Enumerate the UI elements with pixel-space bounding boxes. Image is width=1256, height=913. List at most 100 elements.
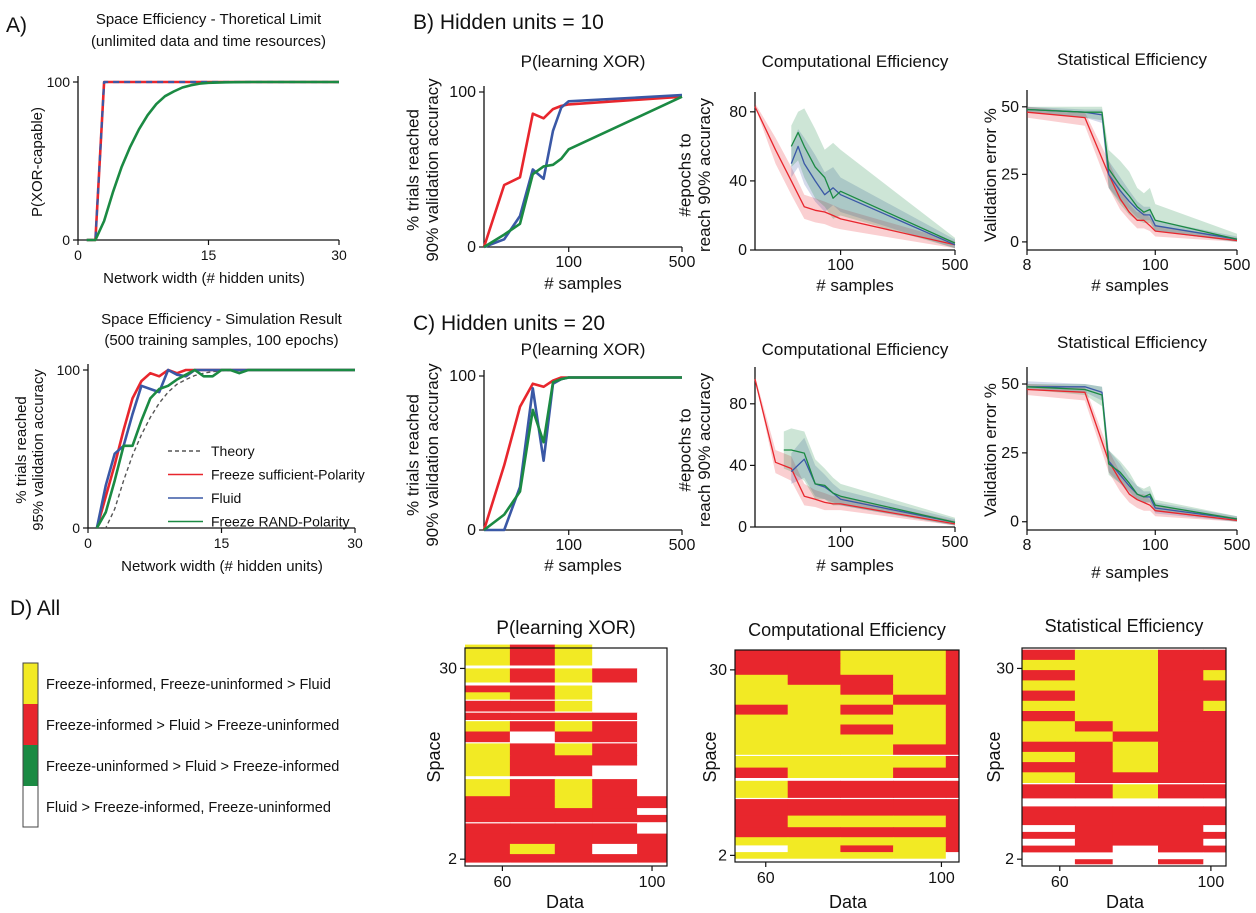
heatmap-cell-d2 — [840, 724, 894, 735]
heatmap-cell-d2 — [840, 780, 894, 798]
chart-title-a2: Space Efficiency - Simulation Result — [101, 311, 342, 328]
heatmap-cell-d2 — [893, 674, 947, 686]
series-line-c2-0 — [754, 379, 956, 525]
legend-category-label: Freeze-informed > Fluid > Freeze-uninfor… — [46, 718, 339, 734]
heatmap-cell-d2 — [787, 694, 841, 706]
heatmap-cell-d2 — [945, 756, 960, 770]
y-axis-label-line: % trials reached — [404, 394, 423, 516]
series-line-b3-0 — [1026, 111, 1238, 242]
heatmap-cell-d1 — [554, 823, 593, 835]
heatmap-cell-d3 — [1203, 784, 1227, 799]
y-tick-label: 25 — [1001, 445, 1019, 462]
heatmap-cell-d3 — [1112, 741, 1159, 753]
y-tick-label: 0 — [1010, 234, 1019, 251]
heatmap-cell-d3 — [1158, 711, 1204, 722]
panel-label-d: D) All — [10, 597, 60, 620]
ci-band-c2-0 — [755, 376, 955, 526]
heatmap-cell-d2 — [840, 756, 894, 770]
heatmap-cell-d1 — [554, 668, 593, 683]
heatmap-cell-d1 — [637, 700, 668, 712]
legend-color-block — [23, 786, 38, 827]
heatmap-cell-d2 — [840, 799, 894, 820]
heatmap-cell-d1 — [509, 685, 556, 693]
heatmap-cell-d1 — [592, 854, 638, 865]
heatmap-cell-d3 — [1022, 845, 1076, 853]
heatmap-cell-d2 — [787, 827, 841, 838]
heatmap-cell-d3 — [1074, 690, 1114, 702]
heatmap-cell-d2 — [840, 845, 894, 853]
ci-band-b2-2 — [791, 108, 955, 249]
series-line-b1-2 — [483, 95, 683, 249]
heatmap-cell-d1 — [637, 779, 668, 797]
heatmap-cell-d2 — [945, 815, 960, 830]
heatmap-cell-d3 — [1203, 825, 1227, 833]
chart-title-d2: Computational Efficiency — [748, 620, 946, 640]
legend-label: Freeze RAND-Polarity — [211, 514, 349, 530]
series-line-b3-2 — [1026, 108, 1238, 240]
y-axis-label-line: #epochs to — [676, 133, 695, 216]
heatmap-cell-d3 — [1158, 838, 1204, 847]
y-axis-label-d2: Space — [700, 731, 720, 782]
heatmap-cell-d2 — [787, 852, 841, 860]
y-tick-label: 30 — [709, 662, 727, 679]
heatmap-cell-d3 — [1112, 784, 1159, 799]
heatmap-cell-d2 — [945, 694, 960, 706]
heatmap-cell-d2 — [840, 837, 894, 848]
y-tick-label: 30 — [996, 660, 1014, 677]
heatmap-cell-d3 — [1074, 731, 1114, 743]
heatmap-cell-d2 — [735, 799, 789, 820]
y-tick-label: 40 — [729, 457, 747, 474]
x-axis-label-a1: Network width (# hidden units) — [103, 270, 305, 287]
heatmap-cell-d3 — [1022, 741, 1076, 753]
heatmap-cell-d1 — [554, 779, 593, 797]
x-tick-label: 500 — [942, 534, 969, 551]
heatmap-cell-d2 — [893, 756, 947, 770]
y-axis-label-line: Validation error % — [981, 383, 1000, 517]
x-tick-label: 100 — [639, 874, 666, 891]
heatmap-cell-d1 — [637, 743, 668, 758]
heatmap-cell-d3 — [1112, 852, 1159, 860]
y-tick-label: 0 — [467, 522, 476, 539]
heatmap-cell-d3 — [1074, 772, 1114, 783]
heatmap-cell-d2 — [735, 694, 789, 706]
heatmap-cell-d2 — [735, 744, 789, 755]
heatmap-cell-d2 — [735, 704, 789, 716]
heatmap-cell-d1 — [509, 833, 556, 845]
y-axis-label-d1: Space — [424, 731, 444, 782]
heatmap-cell-d3 — [1112, 670, 1159, 681]
heatmap-cell-d3 — [1112, 711, 1159, 722]
x-tick-label: 500 — [942, 257, 969, 274]
series-line-a1-2 — [86, 80, 339, 242]
y-tick-label: 0 — [1010, 514, 1019, 531]
heatmap-cell-d1 — [637, 721, 668, 732]
heatmap-cell-d3 — [1022, 784, 1076, 799]
heatmap-cell-d3 — [1022, 751, 1076, 763]
heatmap-cell-d2 — [735, 663, 789, 678]
heatmap-cell-d1 — [592, 712, 638, 720]
heatmap-cell-d1 — [592, 779, 638, 797]
heatmap-cell-d3 — [1022, 680, 1076, 692]
heatmap-cell-d1 — [592, 765, 638, 777]
heatmap-cell-d3 — [1203, 649, 1227, 661]
x-tick-label: 500 — [1224, 537, 1251, 554]
legend-color-block — [23, 704, 38, 745]
series-line-b3-1 — [1026, 108, 1238, 240]
heatmap-cell-d2 — [893, 837, 947, 848]
series-line-c2-2 — [783, 449, 956, 524]
heatmap-cell-d3 — [1203, 838, 1227, 847]
heatmap-cell-d1 — [592, 731, 638, 743]
heatmap-cell-d3 — [1112, 762, 1159, 773]
heatmap-cell-d1 — [465, 743, 511, 758]
heatmap-cell-d3 — [1112, 700, 1159, 712]
heatmap-cell-d3 — [1158, 859, 1204, 867]
heatmap-cell-d3 — [1074, 711, 1114, 722]
heatmap-cell-d2 — [787, 799, 841, 820]
heatmap-cell-d1 — [509, 779, 556, 797]
heatmap-cell-d2 — [735, 845, 789, 853]
heatmap-cell-d2 — [787, 734, 841, 745]
heatmap-cell-d3 — [1074, 700, 1114, 712]
y-axis-label-line: Space — [700, 731, 720, 782]
y-tick-label: 40 — [729, 173, 747, 190]
heatmap-cell-d2 — [735, 756, 789, 770]
heatmap-frame-d1 — [464, 647, 668, 867]
